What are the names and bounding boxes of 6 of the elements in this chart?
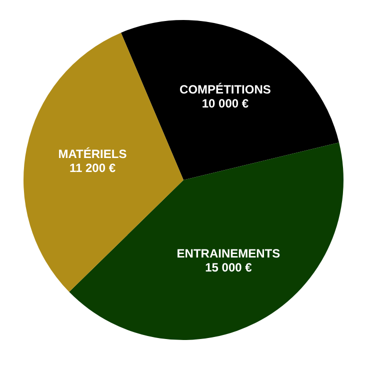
data-label: 10 000 € — [202, 96, 249, 110]
slice-label: MATÉRIELS — [58, 147, 127, 162]
data-label: 15 000 € — [205, 260, 252, 275]
slice-label: COMPÉTITIONS — [180, 82, 271, 96]
slice-label: ENTRAINEMENTS — [176, 246, 280, 261]
data-label: 11 200 € — [69, 161, 116, 176]
